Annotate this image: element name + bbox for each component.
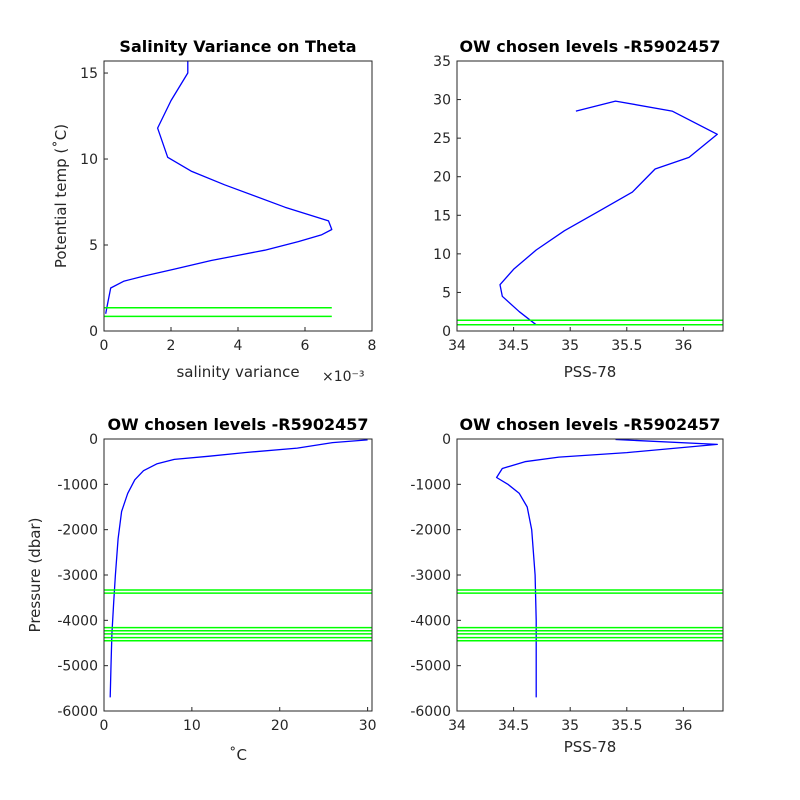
y-tick-label: 5 — [89, 238, 98, 254]
profile-series-line — [109, 439, 368, 698]
x-tick-label: 34 — [448, 718, 466, 734]
x-tick-label: 4 — [234, 338, 243, 354]
x-axis-label: salinity variance — [176, 363, 299, 381]
y-tick-label: -4000 — [57, 613, 98, 629]
y-tick-label: -4000 — [410, 613, 451, 629]
panel-title: OW chosen levels -R5902457 — [107, 415, 368, 434]
panel-title: OW chosen levels -R5902457 — [459, 37, 720, 56]
axes-frame — [103, 60, 373, 332]
y-tick-labels: 0 5 10 15 — [80, 66, 108, 340]
plot-area — [104, 439, 372, 698]
x-tick-label: 34.5 — [498, 338, 529, 354]
y-tick-label: 25 — [433, 131, 451, 147]
x-axis-label: PSS-78 — [564, 363, 617, 381]
plot-area — [104, 61, 333, 318]
y-tick-label: 5 — [442, 285, 451, 301]
profile-series-line — [499, 100, 718, 326]
x-tick-label: 10 — [183, 718, 201, 734]
y-tick-label: 15 — [433, 208, 451, 224]
y-tick-label: -6000 — [57, 704, 98, 720]
y-tick-label: -1000 — [57, 477, 98, 493]
x-tick-label: 0 — [100, 338, 109, 354]
x-tick-label: 30 — [359, 718, 377, 734]
panel-salinity-pressure: OW chosen levels -R5902457 34 34.5 35 35.5 3… — [410, 415, 724, 756]
y-tick-labels: 0 5 10 15 20 25 30 35 — [433, 54, 461, 340]
y-tick-label: -3000 — [410, 568, 451, 584]
y-tick-label: 0 — [442, 324, 451, 340]
x-tick-labels: 34 34.5 35 35.5 36 — [448, 707, 692, 734]
x-tick-label: 36 — [674, 718, 692, 734]
x-tick-label: 8 — [368, 338, 377, 354]
y-tick-label: 30 — [433, 93, 451, 109]
y-tick-label: -2000 — [57, 523, 98, 539]
plot-area — [457, 100, 723, 326]
profile-series-line — [105, 61, 333, 314]
panel-title: Salinity Variance on Theta — [119, 37, 356, 56]
x-tick-label: 20 — [271, 718, 289, 734]
y-tick-label: 35 — [433, 54, 451, 70]
y-tick-label: -2000 — [410, 523, 451, 539]
y-tick-label: 10 — [80, 152, 98, 168]
y-axis-label: Pressure (dbar) — [26, 518, 44, 633]
y-tick-label: 0 — [89, 324, 98, 340]
y-tick-label: 20 — [433, 170, 451, 186]
x-tick-label: 34.5 — [498, 718, 529, 734]
x-tick-label: 35.5 — [611, 338, 642, 354]
axes-frame — [456, 438, 724, 712]
y-tick-label: -6000 — [410, 704, 451, 720]
x-tick-label: 35.5 — [611, 718, 642, 734]
y-tick-label: -5000 — [57, 659, 98, 675]
y-axis-label: Potential temp (˚C) — [52, 124, 70, 268]
x-tick-label: 34 — [448, 338, 466, 354]
y-tick-labels: -6000 -5000 -4000 -3000 -2000 -1000 0 — [57, 432, 108, 720]
plot-area — [457, 438, 723, 698]
x-tick-label: 2 — [167, 338, 176, 354]
x-tick-label: 35 — [561, 338, 579, 354]
x-tick-label: 36 — [674, 338, 692, 354]
x-tick-label: 0 — [100, 718, 109, 734]
y-tick-label: 10 — [433, 247, 451, 263]
x-tick-labels: 0 10 20 30 — [100, 707, 377, 734]
x-tick-labels: 0 2 4 6 8 — [100, 327, 377, 354]
x-tick-label: 6 — [301, 338, 310, 354]
x-axis-exponent: ×10⁻³ — [322, 369, 365, 385]
y-tick-label: -3000 — [57, 568, 98, 584]
y-tick-label: 0 — [89, 432, 98, 448]
profile-series-line — [495, 438, 718, 698]
x-axis-label: ˚C — [229, 746, 247, 764]
axes-frame — [103, 438, 373, 712]
x-tick-labels: 34 34.5 35 35.5 36 — [448, 327, 692, 354]
axes-frame — [456, 60, 724, 332]
x-axis-label: PSS-78 — [564, 738, 617, 756]
panel-theta-salinity: OW chosen levels -R5902457 34 34.5 35 35.5 3… — [433, 37, 724, 381]
x-tick-label: 35 — [561, 718, 579, 734]
y-tick-label: 15 — [80, 66, 98, 82]
panel-temperature-pressure: OW chosen levels -R5902457 0 10 20 30 -6000… — [26, 415, 377, 764]
y-tick-label: 0 — [442, 432, 451, 448]
y-tick-labels: -6000 -5000 -4000 -3000 -2000 -1000 0 — [410, 432, 461, 720]
y-tick-label: -1000 — [410, 477, 451, 493]
y-tick-label: -5000 — [410, 659, 451, 675]
panel-title: OW chosen levels -R5902457 — [459, 415, 720, 434]
